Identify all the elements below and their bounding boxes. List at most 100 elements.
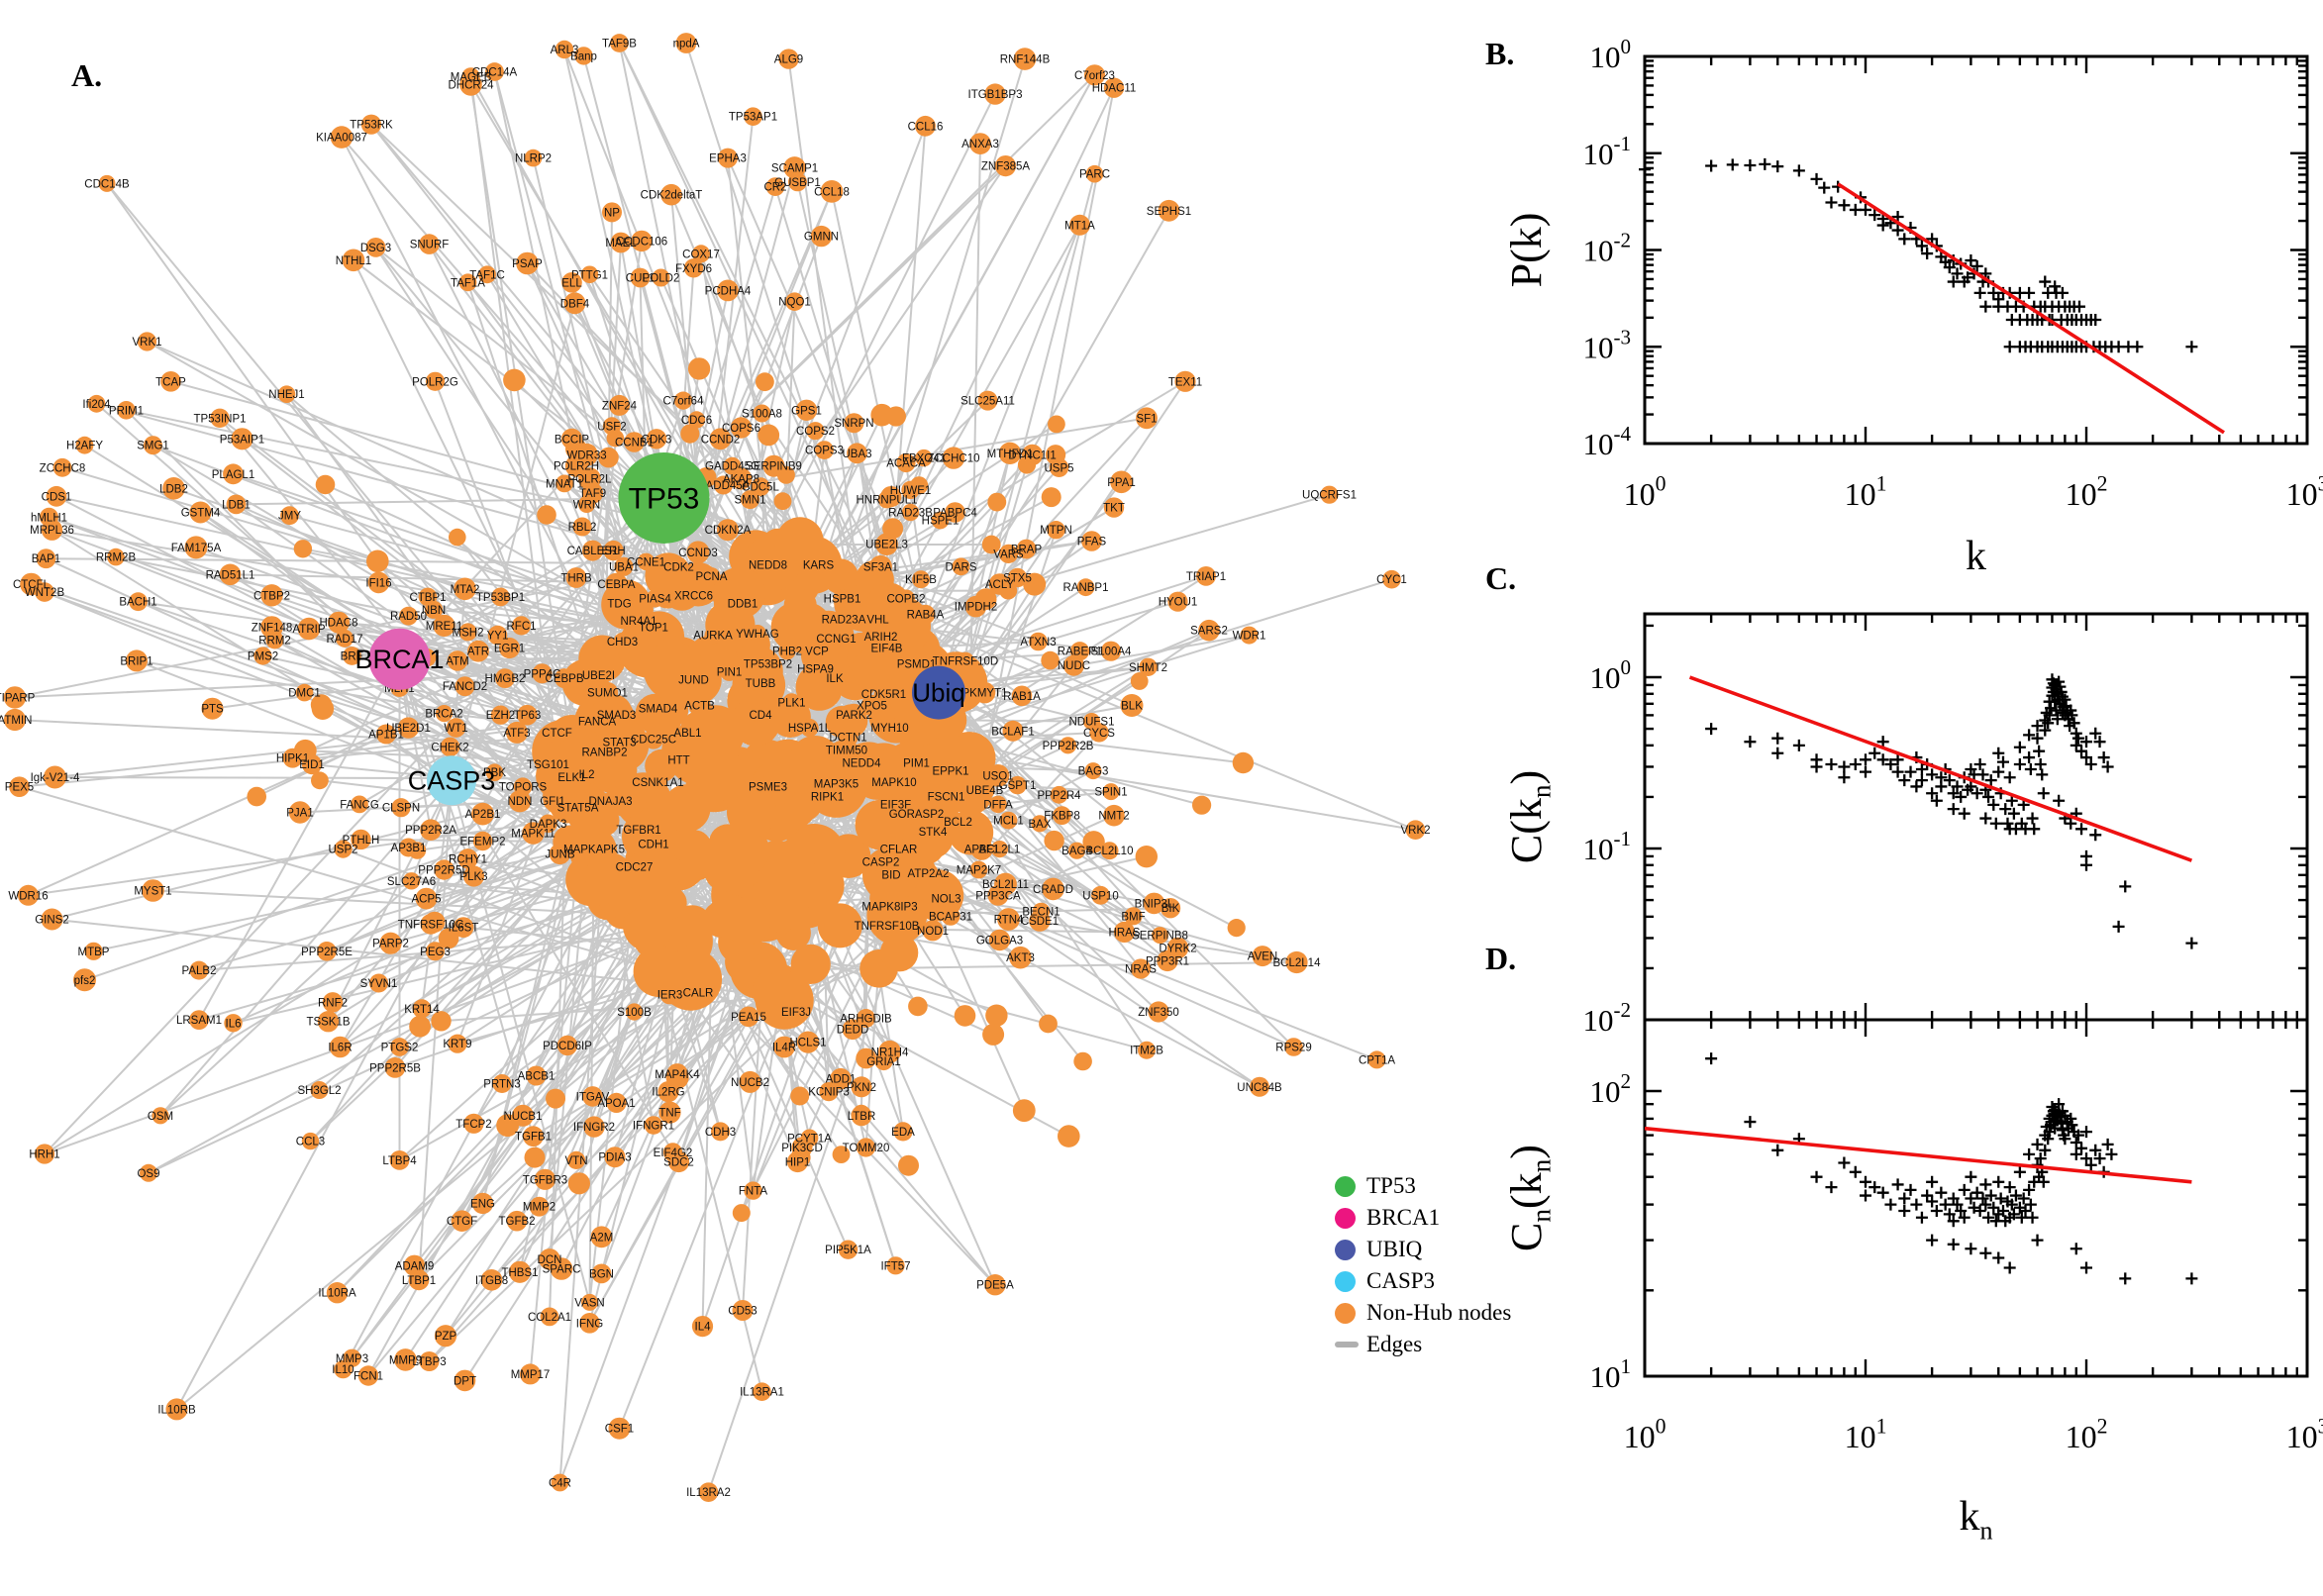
node-label: EPHA3 [709, 153, 747, 165]
node-label: AURKA [693, 631, 733, 643]
node-label: POLD2 [643, 273, 680, 285]
network-node [604, 1147, 626, 1168]
node-label: CR2 [763, 182, 786, 194]
network-node [144, 436, 162, 455]
node-label: HDAC8 [320, 618, 358, 630]
network-node [973, 681, 996, 704]
network-node [129, 592, 148, 612]
axis-title: C(kn) [1502, 770, 1557, 863]
node-label: SNURF [410, 240, 450, 251]
node-label: H2AFY [66, 441, 103, 452]
network-node [572, 517, 592, 537]
network-node [646, 429, 667, 449]
node-label: BLK [1121, 701, 1143, 713]
node-label: TGFB2 [498, 1216, 535, 1228]
node-label: DMC1 [288, 688, 321, 700]
node-label: LTBP3 [412, 1356, 446, 1368]
hub-label-tp53: TP53 [629, 482, 700, 515]
network-node [1053, 806, 1071, 826]
node-label: NDUFS1 [1068, 717, 1114, 729]
node-label: PTHLH [343, 835, 380, 847]
node-label: FXYD6 [675, 263, 712, 275]
network-node [495, 668, 515, 688]
network-node [189, 501, 212, 524]
node-label: FAM175A [171, 543, 222, 554]
node-label: SF1 [1136, 413, 1157, 425]
legend: TP53 BRCA1 UBIQ CASP3 Non-Hub nodes Edges [1335, 1170, 1511, 1360]
network-node [739, 1070, 761, 1093]
node-label: PBK [483, 767, 506, 779]
network-node [645, 835, 662, 853]
network-node [582, 1086, 603, 1107]
network-node [757, 775, 779, 798]
network-node [412, 999, 432, 1019]
node-label: SF3A1 [863, 561, 898, 573]
network-node [231, 428, 253, 450]
network-node [711, 1122, 730, 1142]
network-node [905, 652, 928, 675]
network-node [945, 502, 965, 523]
network-node [351, 829, 371, 850]
network-node [1029, 632, 1048, 651]
node-label: USO1 [982, 770, 1013, 782]
node-label: LTBP4 [382, 1155, 417, 1167]
network-node [301, 754, 323, 775]
panel-d-label: D. [1485, 941, 1517, 976]
node-label: GFI1 [540, 796, 565, 808]
network-node [582, 540, 603, 561]
node-label: RAB1A [1003, 691, 1041, 703]
network-node [1158, 199, 1180, 222]
node-label: BIK [1162, 903, 1180, 915]
plot-ticks [1643, 614, 2309, 1022]
network-node [336, 629, 354, 648]
network-node [419, 234, 440, 254]
node-label: CCND3 [678, 548, 718, 559]
network-node [806, 659, 825, 678]
node-label: TP53BP2 [744, 659, 792, 671]
network-node [605, 703, 628, 727]
network-node [1143, 892, 1165, 915]
node-label: DCTN1 [829, 733, 866, 745]
network-node [1110, 470, 1133, 494]
node-label: UNC84B [1237, 1082, 1282, 1094]
node-label: LTBR [848, 1111, 876, 1123]
node-label: MRE11 [426, 621, 463, 633]
node-label: TRIAP1 [1186, 571, 1226, 583]
node-label: C7orf64 [663, 396, 705, 408]
network-node [35, 582, 54, 602]
node-label: SNRPN [834, 418, 873, 430]
node-label: WNT2B [25, 587, 65, 599]
node-label: NUCB2 [731, 1077, 769, 1089]
node-label: CDC14A [472, 67, 518, 79]
node-label: VARS [993, 549, 1024, 560]
node-label: COL2A1 [528, 1312, 571, 1324]
node-label: TKT [1103, 503, 1125, 515]
node-label: STAT5A [557, 803, 599, 815]
node-label: USP2 [328, 845, 357, 856]
network-node [589, 665, 608, 685]
node-label: GMNN [804, 232, 839, 244]
tick-label: 10-2 [1582, 998, 1631, 1038]
network-node [936, 888, 957, 909]
node-label: FCN1 [354, 1371, 383, 1383]
network-node [556, 1035, 578, 1056]
network-node [360, 114, 382, 135]
network-node [580, 265, 599, 284]
network-node [277, 385, 296, 404]
node-label: EDA [891, 1127, 915, 1139]
node-label: HRAS [1109, 927, 1141, 939]
network-node [718, 148, 738, 168]
network-node [87, 394, 106, 413]
node-label: APOA1 [597, 1098, 635, 1110]
tick-label: 100 [1624, 472, 1666, 512]
legend-label: Non-Hub nodes [1366, 1300, 1512, 1325]
node-label: ITGAV [576, 1091, 610, 1103]
node-label: IL6R [328, 1043, 352, 1054]
legend-dot-icon [1335, 1270, 1356, 1292]
network-node [46, 485, 67, 507]
node-label: A2M [590, 1232, 614, 1244]
network-node [551, 1473, 569, 1492]
network-node [878, 717, 901, 739]
node-label: NMT2 [1098, 811, 1129, 823]
node-label: HMGB2 [485, 673, 526, 685]
